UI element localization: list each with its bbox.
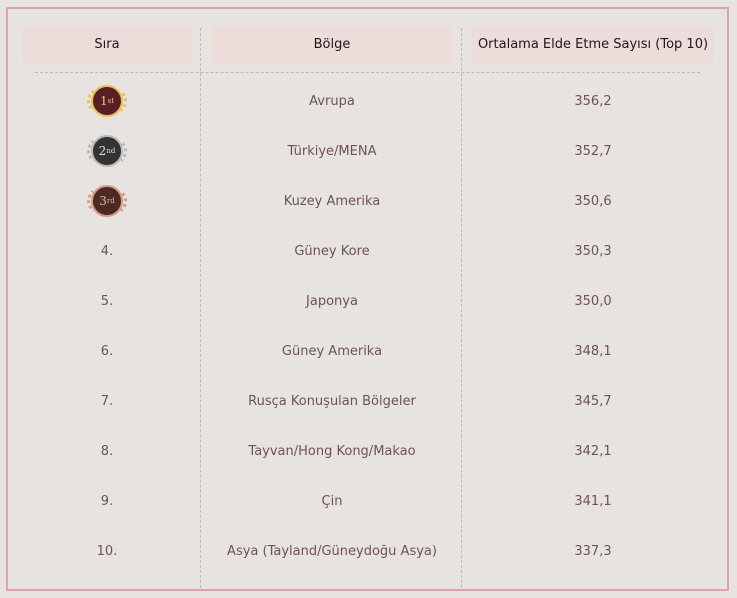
value-cell: 356,2 xyxy=(574,93,612,109)
rank-cell: 5. xyxy=(22,276,192,326)
rank-cell: 4. xyxy=(22,226,192,276)
table-frame xyxy=(6,7,729,591)
value-cell: 348,1 xyxy=(574,344,612,359)
region-cell: Japonya xyxy=(306,293,358,309)
table-row: 10. Asya (Tayland/Güneydoğu Asya) 337,3 xyxy=(0,527,737,577)
value-cell: 350,0 xyxy=(574,293,612,309)
value-cell: 350,6 xyxy=(574,193,612,209)
region-cell: Asya (Tayland/Güneydoğu Asya) xyxy=(227,544,437,560)
rank-text: 6. xyxy=(100,344,114,359)
rank-cell: 9. xyxy=(22,477,192,527)
column-divider xyxy=(200,28,201,588)
table-row: 6. Güney Amerika 348,1 xyxy=(0,327,737,377)
value-cell: 341,1 xyxy=(574,494,612,510)
region-cell: Güney Amerika xyxy=(281,344,383,359)
region-cell: Türkiye/MENA xyxy=(287,143,377,159)
header-average: Ortalama Elde Etme Sayısı (Top 10) xyxy=(472,26,714,63)
rank-cell: 6. xyxy=(22,327,192,377)
header-region: Bölge xyxy=(212,26,452,63)
column-divider xyxy=(461,28,462,588)
region-cell: Güney Kore xyxy=(294,243,370,259)
table-row: 7. Rusça Konuşulan Bölgeler 345,7 xyxy=(0,377,737,427)
table-row: 5. Japonya 350,0 xyxy=(0,276,737,326)
rank-cell: 8. xyxy=(22,427,192,477)
rank-cell: 7. xyxy=(22,377,192,427)
rank-text: 4. xyxy=(100,243,114,259)
laurel-wreath-icon xyxy=(87,85,127,117)
region-cell: Avrupa xyxy=(309,93,355,109)
region-cell: Rusça Konuşulan Bölgeler xyxy=(248,394,416,410)
value-cell: 350,3 xyxy=(574,243,612,259)
rank-cell: 10. xyxy=(22,527,192,577)
region-cell: Tayvan/Hong Kong/Makao xyxy=(248,444,416,460)
value-cell: 345,7 xyxy=(574,394,612,410)
value-cell: 352,7 xyxy=(574,143,612,159)
laurel-wreath-icon xyxy=(87,135,127,168)
table-row: 9. Çin 341,1 xyxy=(0,477,737,527)
laurel-wreath-icon xyxy=(87,185,127,218)
rank-text: 8. xyxy=(100,444,114,460)
value-cell: 342,1 xyxy=(574,444,612,460)
value-cell: 337,3 xyxy=(574,544,612,560)
region-cell: Çin xyxy=(321,494,343,510)
region-cell: Kuzey Amerika xyxy=(283,193,381,209)
rank-text: 7. xyxy=(100,394,114,410)
rank-text: 5. xyxy=(100,293,114,309)
rank-text: 10. xyxy=(96,544,118,560)
table-row: 4. Güney Kore 350,3 xyxy=(0,226,737,276)
header-divider xyxy=(35,72,700,73)
rank-text: 9. xyxy=(100,494,114,510)
header-rank: Sıra xyxy=(22,26,192,63)
table-row: 8. Tayvan/Hong Kong/Makao 342,1 xyxy=(0,427,737,477)
